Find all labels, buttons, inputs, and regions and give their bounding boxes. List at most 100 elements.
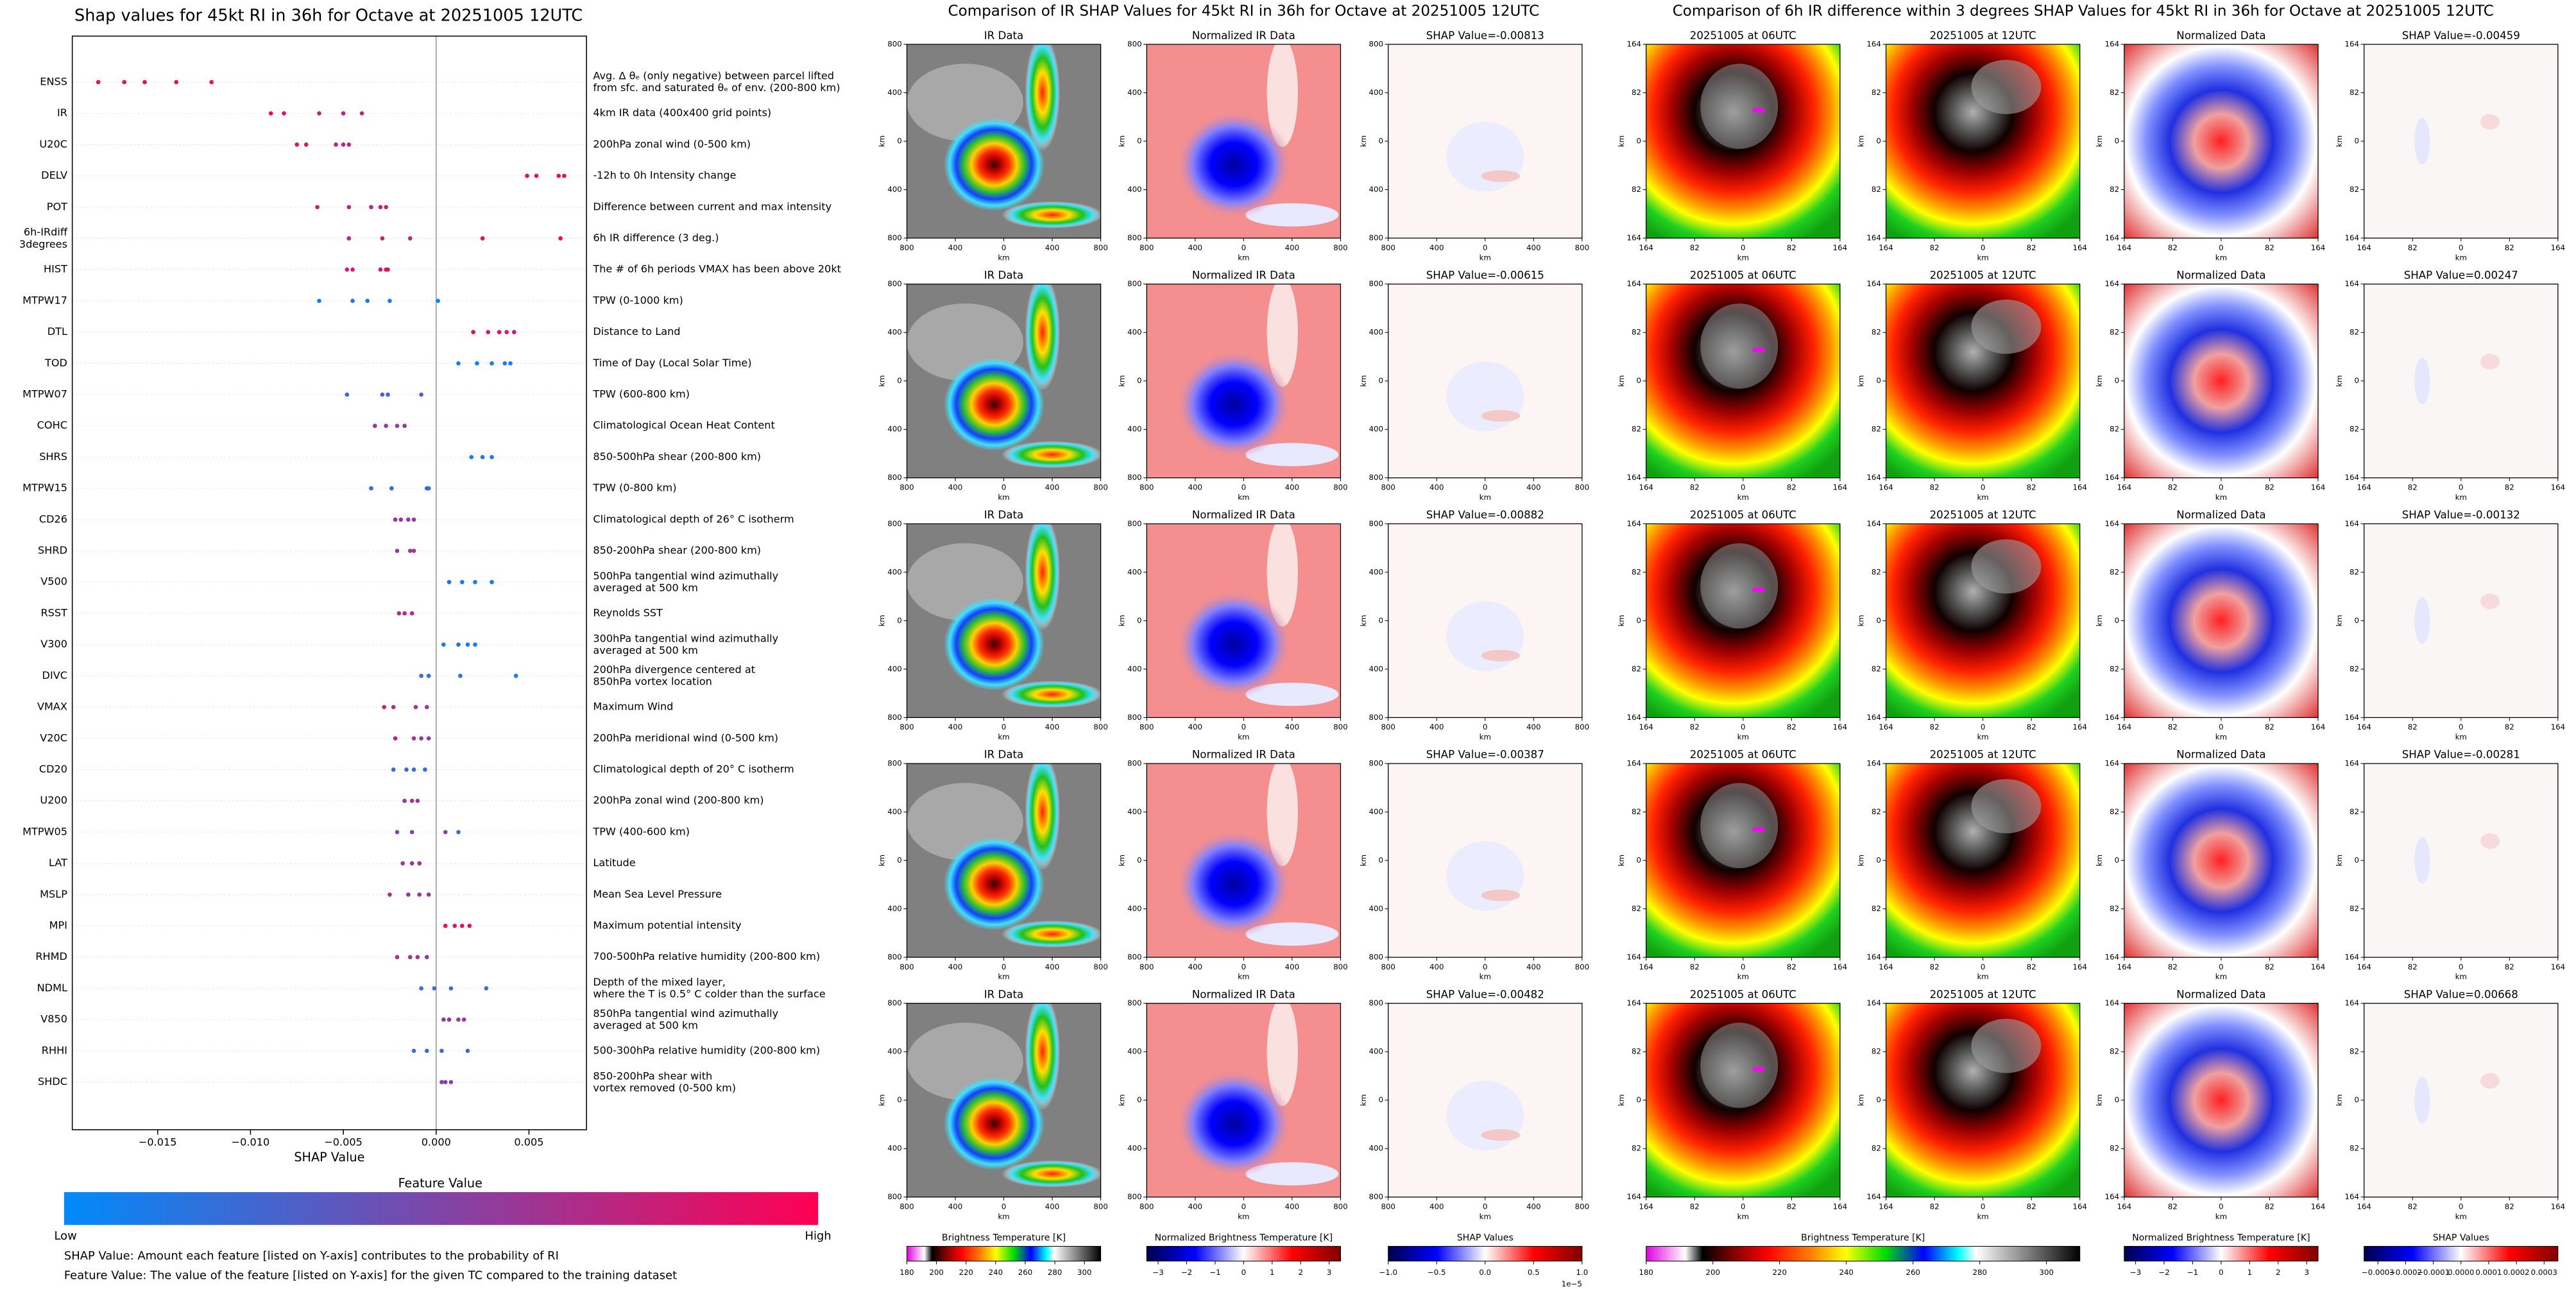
x-tick-label: 0 bbox=[1741, 962, 1746, 971]
point bbox=[380, 392, 385, 397]
panel-image bbox=[1388, 764, 1582, 958]
feature-description: Difference between current and max inten… bbox=[593, 200, 832, 212]
x-axis-label: km bbox=[1977, 253, 1988, 262]
y-tick-label: 0 bbox=[897, 616, 902, 625]
y-tick-label: 400 bbox=[1127, 807, 1141, 816]
x-tick-label: 164 bbox=[2551, 1202, 2565, 1211]
feature-description: 200hPa zonal wind (0-500 km) bbox=[593, 138, 751, 150]
y-tick-label: 164 bbox=[1866, 998, 1881, 1007]
x-axis-label: km bbox=[2455, 253, 2467, 262]
point bbox=[411, 1048, 416, 1054]
x-tick-label: 400 bbox=[1429, 962, 1444, 971]
y-tick-label: 82 bbox=[1632, 664, 1641, 673]
y-tick-label: 82 bbox=[1632, 1047, 1641, 1056]
point bbox=[407, 955, 413, 960]
point bbox=[378, 267, 383, 272]
feature-description: TPW (400-600 km) bbox=[592, 825, 690, 837]
y-tick-label: 164 bbox=[2345, 1192, 2359, 1201]
panel-title: 20251005 at 12UTC bbox=[1930, 509, 2036, 521]
x-tick-label: 164 bbox=[1833, 962, 1847, 971]
colorbar-tick-label: 280 bbox=[1972, 1268, 1986, 1277]
colorbar-tick-label: 180 bbox=[900, 1268, 914, 1277]
panel-image bbox=[1388, 44, 1582, 239]
y-tick-label: 164 bbox=[2105, 473, 2119, 482]
panel-title: 20251005 at 12UTC bbox=[1930, 988, 2036, 1000]
y-tick-label: 0 bbox=[1637, 376, 1642, 385]
y-tick-label: 82 bbox=[1872, 1047, 1881, 1056]
x-axis-label: km bbox=[2215, 253, 2227, 262]
x-tick-label: 0 bbox=[1002, 1202, 1007, 1211]
point bbox=[415, 798, 420, 803]
point bbox=[346, 236, 352, 241]
y-tick-label: 0 bbox=[1137, 137, 1142, 146]
y-tick-label: 400 bbox=[1369, 88, 1383, 97]
x-tick-label: 800 bbox=[1381, 962, 1395, 971]
y-tick-label: 164 bbox=[2345, 953, 2359, 962]
colorbar bbox=[2364, 1245, 2559, 1262]
x-tick-label: 82 bbox=[1930, 722, 1940, 731]
point bbox=[534, 173, 539, 178]
x-tick-label: 400 bbox=[1429, 722, 1444, 731]
y-axis-label: km bbox=[1117, 615, 1126, 626]
y-tick-label: 0 bbox=[897, 137, 902, 146]
x-tick-label: 400 bbox=[1188, 722, 1202, 731]
x-tick-label: 0 bbox=[1002, 243, 1007, 252]
x-tick-label: 164 bbox=[2357, 722, 2371, 731]
y-tick-label: 0 bbox=[1637, 616, 1642, 625]
colorbar-tick-label: −2 bbox=[2158, 1268, 2169, 1277]
point bbox=[395, 955, 400, 960]
x-axis-label: km bbox=[1977, 972, 1988, 981]
point bbox=[209, 80, 214, 85]
feature-description: Maximum potential intensity bbox=[593, 919, 742, 932]
category-label: MPI bbox=[49, 919, 67, 932]
panel-title: IR Data bbox=[984, 269, 1023, 281]
panel-title: 20251005 at 06UTC bbox=[1690, 269, 1796, 281]
point bbox=[424, 1048, 429, 1054]
x-tick-label: 0 bbox=[1483, 722, 1488, 731]
y-tick-label: 800 bbox=[887, 953, 901, 962]
panel-title: 20251005 at 06UTC bbox=[1690, 749, 1796, 761]
text-line: 850hPa vortex location bbox=[593, 675, 712, 687]
x-tick-label: 164 bbox=[1639, 243, 1653, 252]
x-tick-label: 164 bbox=[2117, 243, 2131, 252]
feature-description: Climatological depth of 26° C isotherm bbox=[593, 513, 794, 525]
x-tick-label: 800 bbox=[1093, 483, 1107, 492]
point bbox=[341, 111, 346, 115]
x-tick-label: 82 bbox=[2027, 962, 2036, 971]
x-tick-label: 82 bbox=[2505, 1202, 2514, 1211]
x-tick-label: 800 bbox=[1333, 962, 1347, 971]
y-tick-label: 82 bbox=[1872, 807, 1881, 816]
point bbox=[484, 986, 489, 991]
y-tick-label: 82 bbox=[1872, 425, 1881, 434]
x-tick-label: 164 bbox=[2357, 483, 2371, 492]
point bbox=[525, 173, 529, 178]
panel-title: 20251005 at 12UTC bbox=[1930, 269, 2036, 281]
y-tick-label: 82 bbox=[1632, 567, 1641, 576]
x-tick-label: 400 bbox=[1526, 722, 1540, 731]
x-tick-label: 164 bbox=[1639, 483, 1653, 492]
point bbox=[458, 674, 463, 678]
colorbar-tick-label: −1.0 bbox=[1379, 1268, 1397, 1277]
point bbox=[439, 1048, 444, 1054]
y-tick-label: 400 bbox=[887, 807, 901, 816]
x-tick-label: 400 bbox=[1045, 483, 1059, 492]
colorbar-tick-label: 3 bbox=[2304, 1268, 2309, 1277]
x-tick-label: 800 bbox=[1333, 483, 1347, 492]
y-axis-label: km bbox=[2335, 135, 2344, 147]
y-tick-label: 0 bbox=[2115, 137, 2120, 146]
point bbox=[419, 986, 423, 991]
x-tick-label: 164 bbox=[2117, 722, 2131, 731]
panel-image bbox=[907, 524, 1101, 718]
point bbox=[395, 423, 400, 429]
panel-image bbox=[2364, 44, 2558, 239]
y-tick-label: 400 bbox=[887, 425, 901, 434]
point bbox=[315, 205, 320, 210]
colorbar-tick-label: 1 bbox=[1270, 1268, 1275, 1277]
x-tick-label: 164 bbox=[2117, 483, 2131, 492]
y-tick-label: 82 bbox=[2110, 904, 2119, 913]
category-label: COHC bbox=[37, 419, 67, 431]
category-label: MTPW17 bbox=[22, 294, 67, 306]
colorbar-tick-label: 220 bbox=[1772, 1268, 1786, 1277]
colorbar-tick-label: 0.0003 bbox=[2531, 1268, 2557, 1277]
